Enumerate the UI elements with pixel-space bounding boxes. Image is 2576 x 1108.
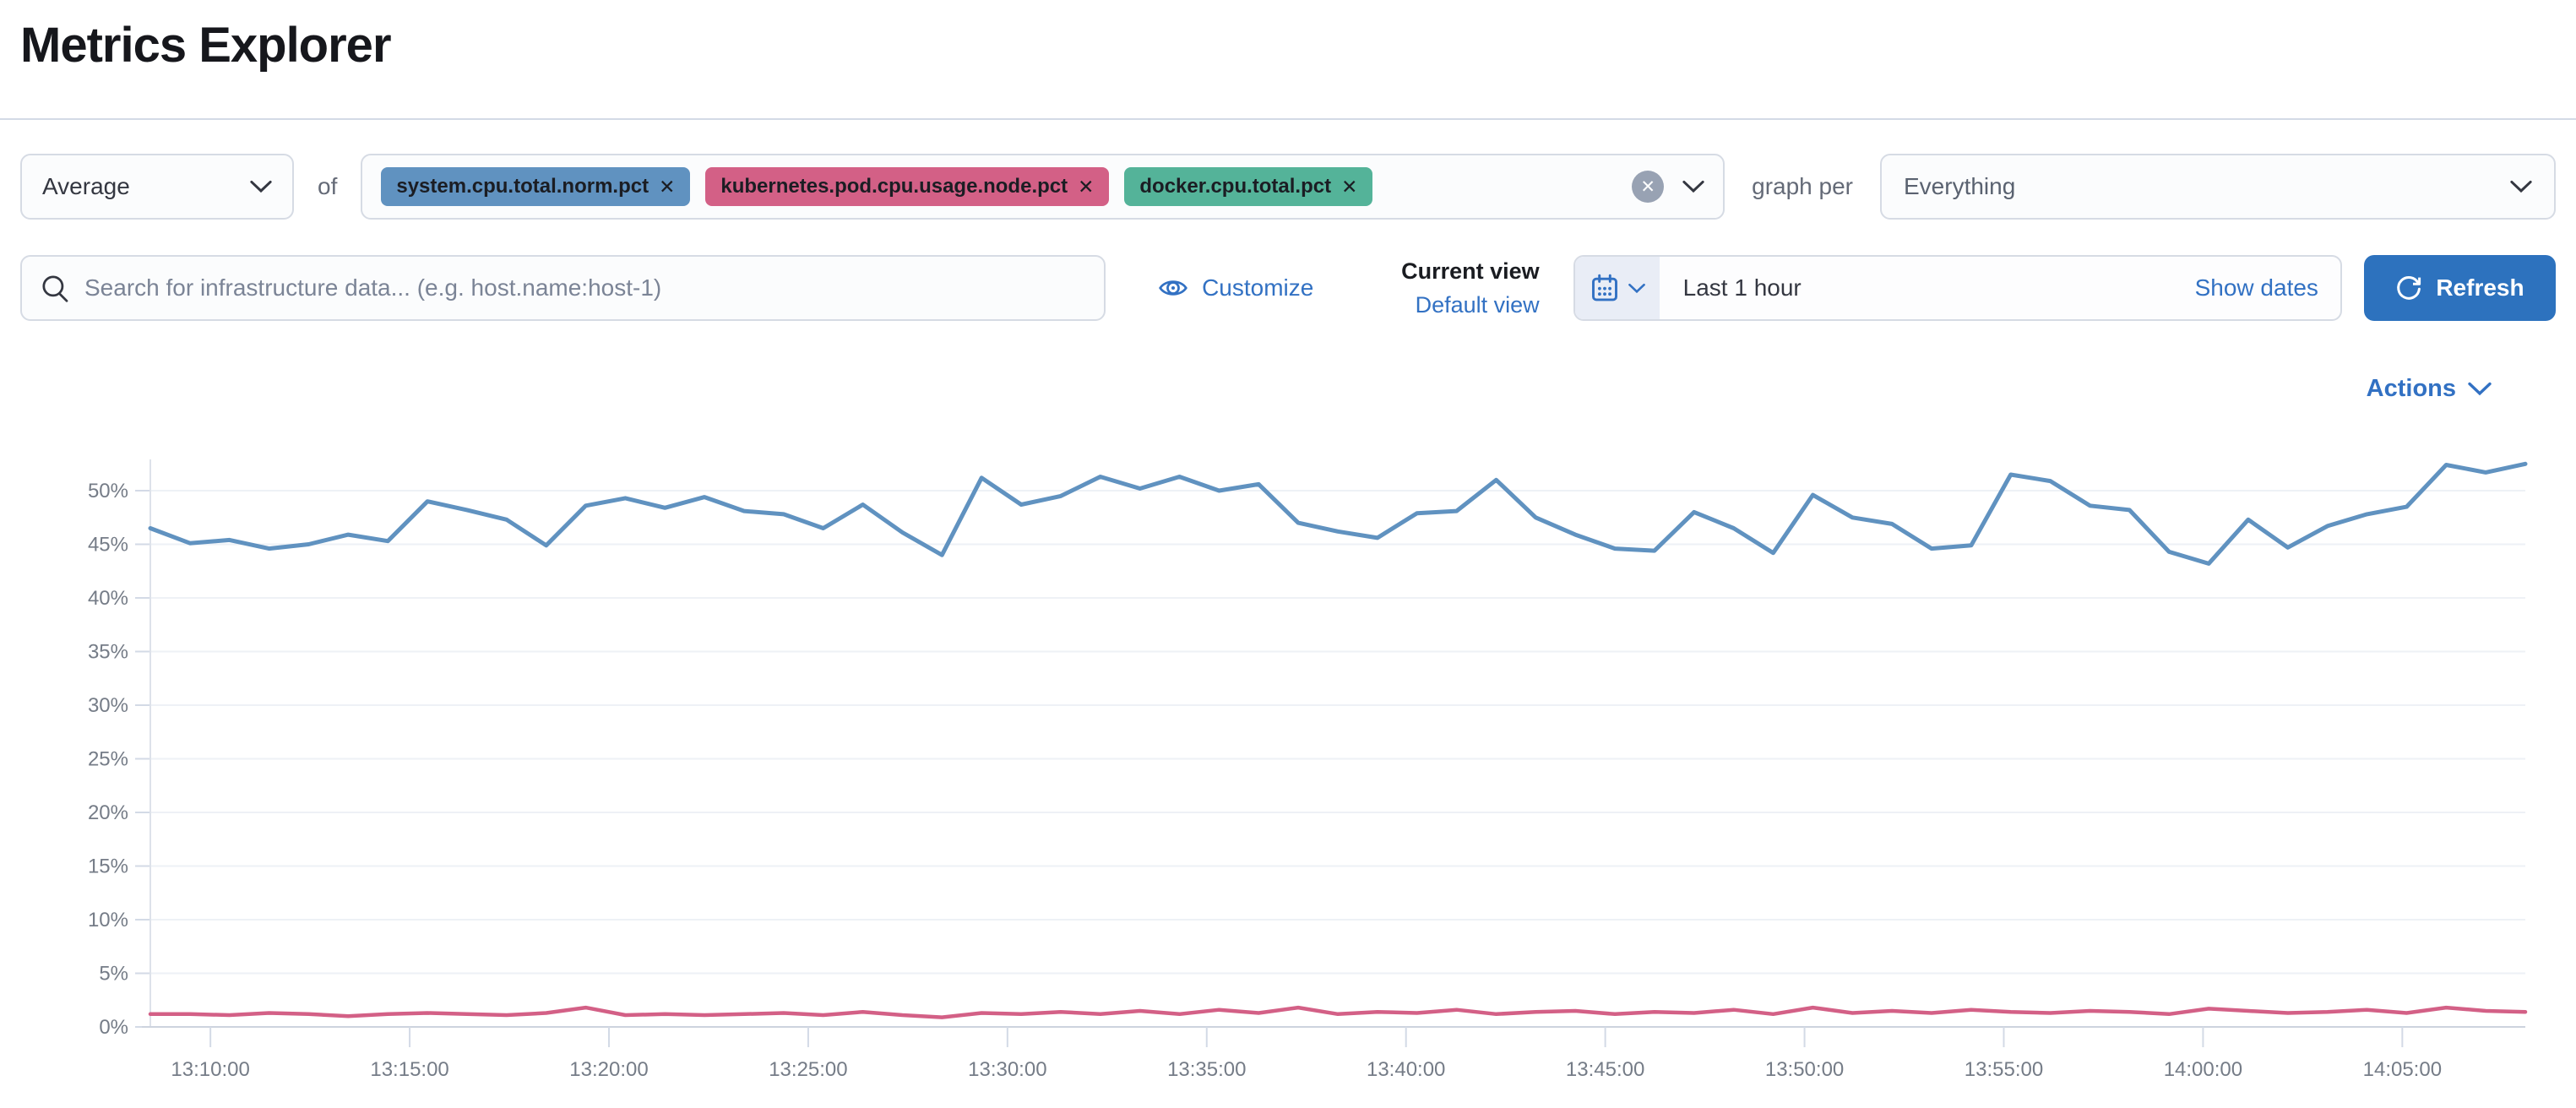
x-axis-label: 13:30:00 <box>968 1058 1046 1081</box>
line-chart[interactable]: 0% 5% 10% 15% 20% 25% 30% 35% 40% 45% 50% 13:10:00 1… <box>0 434 2576 1101</box>
y-axis-label: 35% <box>88 641 128 664</box>
calendar-icon <box>1591 274 1617 301</box>
x-axis-label: 14:00:00 <box>2164 1058 2242 1081</box>
group-by-select[interactable]: Everything <box>1880 154 2556 220</box>
show-dates-button[interactable]: Show dates <box>2194 274 2318 301</box>
x-axis-label: 13:10:00 <box>171 1058 249 1081</box>
customize-button[interactable]: Customize <box>1158 273 1313 303</box>
y-axis-label: 40% <box>88 587 128 610</box>
refresh-button[interactable]: Refresh <box>2363 255 2556 321</box>
chevron-down-icon <box>2468 382 2492 395</box>
search-input[interactable] <box>84 274 1086 301</box>
time-range-picker[interactable]: Last 1 hour Show dates <box>1573 255 2342 321</box>
metric-badge-1[interactable]: kubernetes.pod.cpu.usage.node.pct ✕ <box>705 167 1110 206</box>
time-picker-menu-button[interactable] <box>1574 257 1660 319</box>
remove-metric-icon[interactable]: ✕ <box>1078 175 1095 198</box>
of-label: of <box>318 173 338 199</box>
y-axis-label: 30% <box>88 694 128 717</box>
x-axis-label: 13:40:00 <box>1367 1058 1445 1081</box>
page-title: Metrics Explorer <box>20 18 392 73</box>
actions-menu-button[interactable]: Actions <box>0 370 2492 407</box>
title-divider <box>0 118 2576 120</box>
x-axis-label: 13:50:00 <box>1765 1058 1844 1081</box>
x-axis-label: 13:45:00 <box>1566 1058 1644 1081</box>
metric-badge-label: kubernetes.pod.cpu.usage.node.pct <box>720 175 1068 198</box>
y-axis-label: 20% <box>88 801 128 824</box>
eye-icon <box>1159 280 1187 296</box>
graph-per-label: graph per <box>1752 173 1853 199</box>
y-axis-label: 5% <box>99 963 128 986</box>
metric-badge-0[interactable]: system.cpu.total.norm.pct ✕ <box>381 167 691 206</box>
aggregation-select[interactable]: Average <box>20 154 294 220</box>
chevron-down-icon <box>1628 283 1645 293</box>
chevron-down-icon <box>250 180 272 193</box>
metrics-chart[interactable]: 0% 5% 10% 15% 20% 25% 30% 35% 40% 45% 50% 13:10:00 1… <box>0 434 2576 1105</box>
chevron-down-icon[interactable] <box>1682 180 1704 193</box>
x-axis-label: 13:55:00 <box>1965 1058 2043 1081</box>
customize-label: Customize <box>1202 274 1314 301</box>
current-view-label: Current view <box>1401 258 1540 284</box>
combobox-controls: ✕ <box>1632 171 1704 203</box>
x-axis-label: 13:20:00 <box>569 1058 648 1081</box>
metric-toolbar: Average of system.cpu.total.norm.pct ✕ kub… <box>20 154 2556 220</box>
series-line-0 <box>148 461 2528 566</box>
default-view-link[interactable]: Default view <box>1415 292 1540 318</box>
metric-badge-2[interactable]: docker.cpu.total.pct ✕ <box>1124 167 1373 206</box>
aggregation-value: Average <box>42 173 130 199</box>
x-axis-label: 13:15:00 <box>370 1058 448 1081</box>
search-box[interactable] <box>20 255 1106 321</box>
search-icon <box>42 275 68 302</box>
search-toolbar: Customize Current view Default view Last… <box>20 255 2556 321</box>
clear-metrics-icon[interactable]: ✕ <box>1632 171 1665 203</box>
remove-metric-icon[interactable]: ✕ <box>1341 175 1358 198</box>
y-axis-label: 25% <box>88 748 128 771</box>
y-axis-label: 10% <box>88 909 128 931</box>
x-axis-label: 14:05:00 <box>2363 1058 2442 1081</box>
y-axis-label: 50% <box>88 480 128 502</box>
metric-badge-label: system.cpu.total.norm.pct <box>396 175 649 198</box>
group-by-value: Everything <box>1904 173 2016 199</box>
y-axis-label: 0% <box>99 1016 128 1039</box>
refresh-label: Refresh <box>2436 274 2524 301</box>
y-axis-label: 15% <box>88 855 128 878</box>
metric-badge-list: system.cpu.total.norm.pct ✕ kubernetes.pod… <box>381 167 1615 206</box>
chevron-down-icon <box>2510 180 2532 193</box>
x-axis-label: 13:35:00 <box>1167 1058 1246 1081</box>
y-axis-label: 45% <box>88 534 128 557</box>
series-line-1 <box>148 1005 2528 1019</box>
actions-label: Actions <box>2366 374 2456 402</box>
metrics-combobox[interactable]: system.cpu.total.norm.pct ✕ kubernetes.pod… <box>361 154 1725 220</box>
refresh-icon <box>2397 275 2421 300</box>
view-block: Current view Default view <box>1357 254 1540 322</box>
remove-metric-icon[interactable]: ✕ <box>659 175 676 198</box>
metric-badge-label: docker.cpu.total.pct <box>1139 175 1332 198</box>
x-axis-label: 13:25:00 <box>769 1058 847 1081</box>
time-range-value[interactable]: Last 1 hour <box>1682 274 1802 301</box>
